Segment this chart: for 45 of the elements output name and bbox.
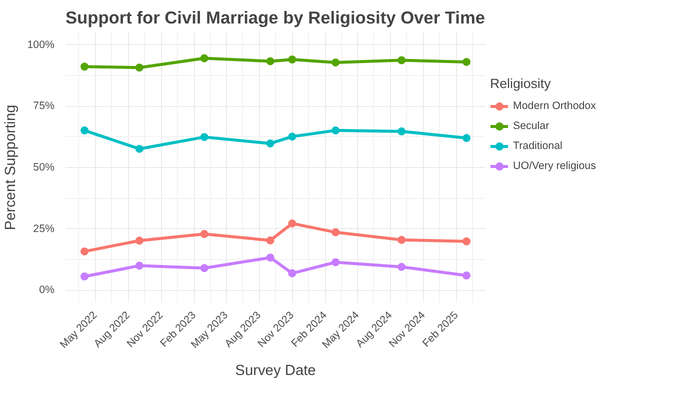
point bbox=[135, 262, 144, 270]
point bbox=[288, 219, 296, 228]
point bbox=[398, 236, 406, 244]
y-tick-label: 0% bbox=[39, 284, 56, 296]
point bbox=[398, 56, 406, 64]
point bbox=[398, 127, 406, 136]
point bbox=[80, 272, 89, 280]
point bbox=[398, 262, 406, 271]
y-tick-label: 50% bbox=[33, 162, 56, 174]
point bbox=[462, 237, 470, 246]
y-tick-label: 100% bbox=[27, 38, 56, 51]
point bbox=[266, 254, 274, 262]
point bbox=[332, 258, 340, 266]
point bbox=[332, 58, 340, 66]
point bbox=[332, 126, 340, 134]
point bbox=[288, 56, 296, 64]
point bbox=[135, 144, 144, 153]
y-tick-label: 75% bbox=[33, 100, 56, 112]
point bbox=[200, 133, 208, 142]
y-tick-label: 25% bbox=[33, 222, 56, 235]
point bbox=[332, 228, 340, 236]
point bbox=[462, 58, 470, 66]
point bbox=[200, 54, 208, 62]
point bbox=[266, 139, 274, 148]
point bbox=[135, 236, 144, 245]
point bbox=[80, 126, 89, 134]
legend-label: Modern Orthodox bbox=[513, 100, 596, 112]
point bbox=[200, 264, 208, 272]
legend-label: UO/Very religious bbox=[513, 160, 596, 172]
point bbox=[80, 62, 89, 71]
chart-title: Support for Civil Marriage by Religiosity Over Time bbox=[66, 8, 486, 28]
point bbox=[200, 230, 208, 238]
point bbox=[462, 272, 470, 280]
point bbox=[462, 134, 470, 142]
point bbox=[80, 247, 89, 256]
legend-label: Traditional bbox=[513, 140, 562, 152]
point bbox=[266, 236, 274, 244]
legend-label: Secular bbox=[513, 120, 550, 132]
point bbox=[135, 64, 144, 72]
legend-title: Religiosity bbox=[490, 76, 552, 91]
x-axis-title: Survey Date bbox=[235, 363, 316, 380]
point bbox=[266, 57, 274, 66]
point bbox=[288, 269, 296, 278]
y-axis-title: Percent Supporting bbox=[3, 104, 20, 230]
point bbox=[288, 132, 296, 141]
